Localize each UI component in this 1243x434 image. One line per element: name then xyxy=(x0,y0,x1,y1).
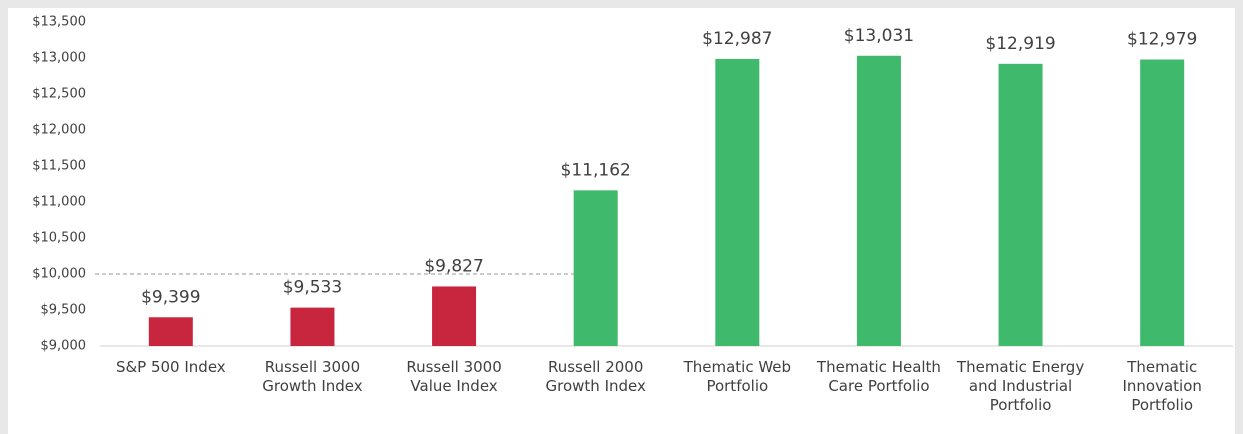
x-tick-label: Russell 3000 Value Index xyxy=(406,358,502,395)
y-tick-label: $12,000 xyxy=(32,123,86,138)
x-tick-label: Thematic Energy and Industrial Portfolio xyxy=(956,358,1085,414)
data-label: $12,919 xyxy=(985,34,1055,54)
bar xyxy=(715,58,760,346)
bar xyxy=(856,55,901,346)
y-tick-label: $11,000 xyxy=(32,195,86,210)
data-label: $9,533 xyxy=(283,278,342,298)
y-tick-label: $12,500 xyxy=(32,87,86,102)
bar xyxy=(998,63,1043,346)
x-tick-label: S&P 500 Index xyxy=(115,358,226,376)
bar xyxy=(148,317,193,346)
y-tick-label: $13,500 xyxy=(32,15,86,30)
x-tick-label: Thematic Health Care Portfolio xyxy=(816,358,941,395)
x-tick-label: Russell 3000 Growth Index xyxy=(262,358,363,395)
y-tick-label: $9,500 xyxy=(41,303,87,318)
y-tick-label: $10,500 xyxy=(32,231,86,246)
bar xyxy=(432,286,477,346)
x-tick-label: Russell 2000 Growth Index xyxy=(545,358,646,395)
y-tick-label: $13,000 xyxy=(32,51,86,66)
data-label: $9,827 xyxy=(424,256,483,276)
bar xyxy=(1140,59,1185,347)
bar xyxy=(290,307,335,346)
data-label: $11,162 xyxy=(561,160,631,180)
x-tick-label: Thematic Web Portfolio xyxy=(683,358,792,395)
data-label: $12,987 xyxy=(702,29,772,49)
data-label: $9,399 xyxy=(141,287,200,307)
data-label: $12,979 xyxy=(1127,30,1197,50)
x-tick-label: Thematic Innovation Portfolio xyxy=(1122,358,1202,414)
y-tick-label: $11,500 xyxy=(32,159,86,174)
bar xyxy=(573,190,618,346)
y-tick-label: $10,000 xyxy=(32,267,86,282)
y-tick-label: $9,000 xyxy=(41,339,87,354)
data-label: $13,031 xyxy=(844,26,914,46)
